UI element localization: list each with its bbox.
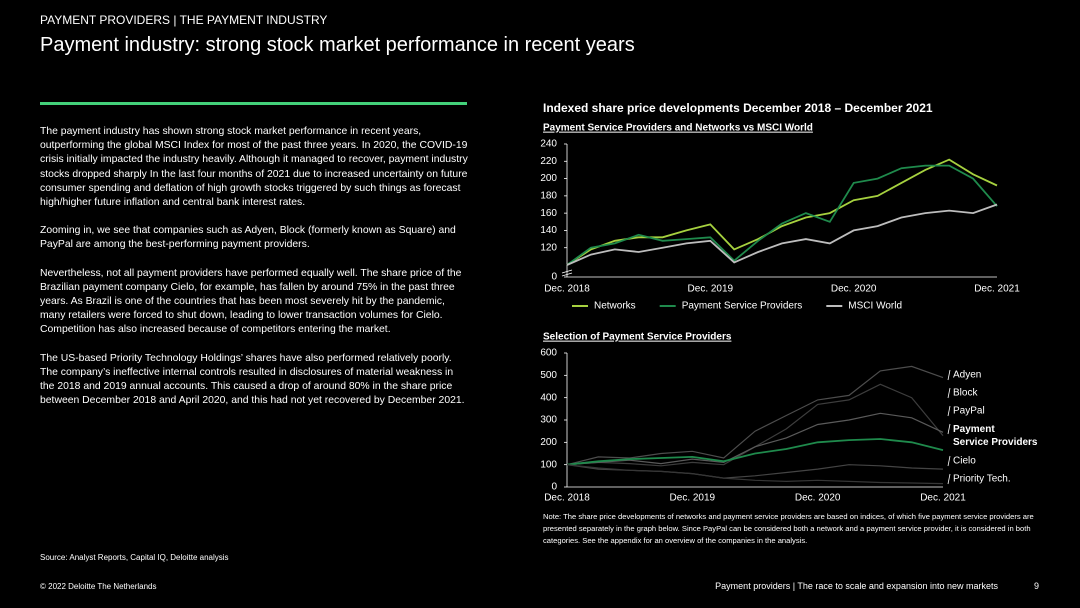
page-number: 9 <box>1034 581 1040 591</box>
x-tick-label: Dec. 2019 <box>670 493 716 504</box>
x-tick-label: Dec. 2020 <box>831 284 877 295</box>
chart-title: Payment Service Providers and Networks v… <box>543 123 813 134</box>
y-tick-label: 300 <box>540 415 557 426</box>
series-line <box>566 464 944 479</box>
x-tick-label: Dec. 2018 <box>544 284 590 295</box>
legend-label: Block <box>953 388 978 399</box>
legend-label: MSCI World <box>848 301 902 312</box>
y-tick-label: 200 <box>540 173 557 184</box>
y-tick-label: 160 <box>540 208 557 219</box>
legend-tick <box>947 369 951 381</box>
section-label: PAYMENT PROVIDERS | THE PAYMENT INDUSTRY <box>40 13 328 27</box>
y-tick-label: 240 <box>540 139 557 150</box>
legend-tick <box>947 473 951 485</box>
series-line <box>566 203 998 266</box>
series-line <box>566 164 998 266</box>
legend-tick <box>947 387 951 399</box>
paragraph: The payment industry has shown strong st… <box>40 126 468 209</box>
series-line <box>566 365 944 466</box>
y-tick-label: 180 <box>540 190 557 201</box>
y-tick-label: 500 <box>540 370 557 381</box>
axis-break <box>561 269 573 277</box>
y-tick-label: 0 <box>551 482 557 493</box>
y-tick-label: 400 <box>540 392 557 403</box>
legend-label: PayPal <box>953 406 985 417</box>
paragraph: Nevertheless, not all payment providers … <box>40 267 462 336</box>
charts-heading: Indexed share price developments Decembe… <box>543 101 933 115</box>
legend-label: Adyen <box>953 370 981 381</box>
x-tick-label: Dec. 2021 <box>920 493 966 504</box>
legend-label-line: Payment <box>953 424 995 435</box>
x-tick-label: Dec. 2021 <box>974 284 1020 295</box>
legend-tick <box>947 405 951 417</box>
footer-tagline: Payment providers | The race to scale an… <box>715 581 998 591</box>
y-tick-label: 600 <box>540 348 557 359</box>
chart-title: Selection of Payment Service Providers <box>543 332 732 343</box>
source: Source: Analyst Reports, Capital IQ, Del… <box>40 553 229 562</box>
x-tick-label: Dec. 2018 <box>544 493 590 504</box>
y-tick-label: 200 <box>540 437 557 448</box>
series-line <box>566 412 944 466</box>
x-tick-label: Dec. 2019 <box>688 284 734 295</box>
legend-label: Networks <box>594 301 636 312</box>
chart-note: Note: The share price developments of ne… <box>543 512 1034 545</box>
accent-rule <box>40 102 467 105</box>
series-line <box>566 438 944 466</box>
series-line <box>566 464 944 485</box>
legend-label: Cielo <box>953 456 976 467</box>
y-tick-label: 100 <box>540 459 557 470</box>
y-tick-label: 220 <box>540 156 557 167</box>
y-tick-label: 140 <box>540 225 557 236</box>
legend-tick <box>947 423 951 435</box>
legend-label-line: Service Providers <box>953 437 1038 448</box>
body-text: The payment industry has shown strong st… <box>40 125 470 422</box>
copyright: © 2022 Deloitte The Netherlands <box>40 582 157 591</box>
x-tick-label: Dec. 2020 <box>795 493 841 504</box>
series-line <box>566 158 998 266</box>
slide-title: Payment industry: strong stock market pe… <box>40 34 635 56</box>
y-tick-label: 0 <box>551 272 557 283</box>
legend-label: Priority Tech. <box>953 474 1011 485</box>
legend-label: Payment Service Providers <box>953 424 1038 448</box>
legend-tick <box>947 455 951 467</box>
paragraph: The US-based Priority Technology Holding… <box>40 352 465 407</box>
paragraph: Zooming in, we see that companies such a… <box>40 225 456 251</box>
y-tick-label: 120 <box>540 242 557 253</box>
legend-label: Payment Service Providers <box>682 301 803 312</box>
